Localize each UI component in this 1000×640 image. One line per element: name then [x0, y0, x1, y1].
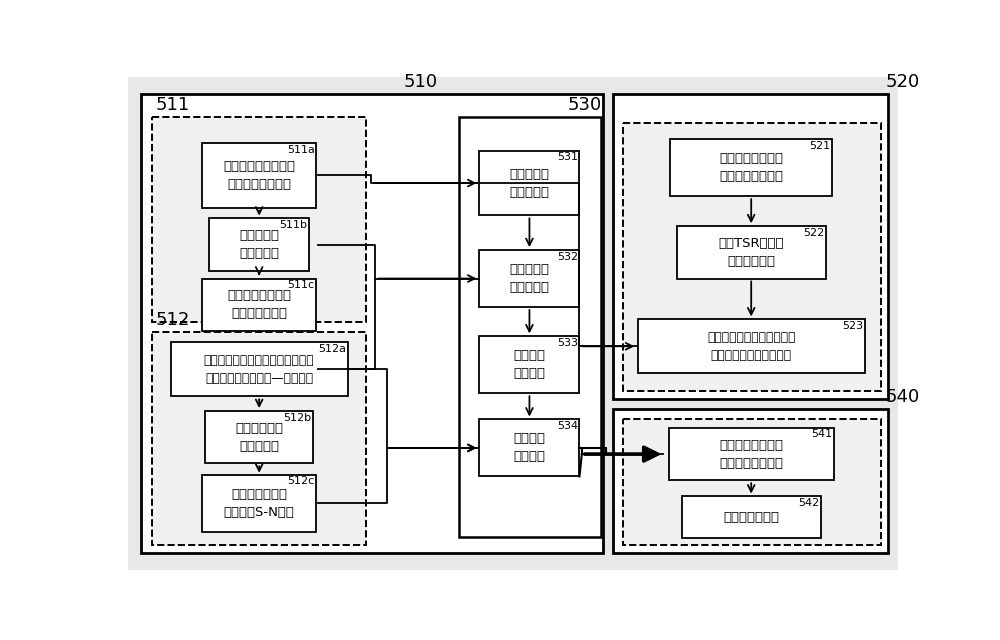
Bar [205, 411, 313, 463]
Bar [479, 336, 579, 393]
Bar [171, 342, 348, 396]
Bar [638, 319, 865, 373]
Bar [682, 497, 820, 538]
Text: 510: 510 [403, 73, 437, 91]
Text: 531: 531 [557, 152, 578, 163]
Bar [202, 278, 316, 331]
Bar [669, 428, 834, 480]
Text: 以图表形式展现: 以图表形式展现 [723, 511, 779, 524]
Text: 雨流法进
行谱分解: 雨流法进 行谱分解 [513, 349, 545, 380]
Text: 522: 522 [803, 228, 824, 237]
Text: 得到危险部
位扭应力谱: 得到危险部 位扭应力谱 [509, 263, 549, 294]
Bar [623, 419, 881, 545]
Bar [152, 117, 366, 322]
Text: 511c: 511c [287, 280, 315, 290]
Text: 512: 512 [155, 312, 190, 330]
Text: 积分并进行去趋势分析及模
态分解得到机头扭角历程: 积分并进行去趋势分析及模 态分解得到机头扭角历程 [707, 331, 795, 362]
Bar [202, 143, 316, 208]
Text: 520: 520 [885, 73, 919, 91]
Text: 534: 534 [557, 421, 578, 431]
Bar [613, 93, 888, 399]
Text: 511a: 511a [287, 145, 315, 154]
Text: 512b: 512b [283, 413, 312, 422]
Bar [152, 332, 366, 545]
Text: 521: 521 [809, 141, 831, 150]
Text: 提取各危险部位最
终疲劳损伤百分数: 提取各危险部位最 终疲劳损伤百分数 [719, 438, 783, 470]
Bar [209, 218, 309, 271]
Bar [670, 139, 832, 196]
Text: 进行疲劳
损伤分析: 进行疲劳 损伤分析 [513, 433, 545, 463]
Text: 对危险部件进行精密建模及非接触
分析得到该部位应力—扭角关系: 对危险部件进行精密建模及非接触 分析得到该部位应力—扭角关系 [204, 354, 314, 385]
Bar [202, 475, 316, 532]
Text: 对研究对象进行全尺
寸建模及模态分析: 对研究对象进行全尺 寸建模及模态分析 [223, 160, 295, 191]
Text: 512a: 512a [318, 344, 346, 354]
Text: 512c: 512c [287, 476, 315, 486]
Text: 532: 532 [557, 252, 578, 262]
Bar [623, 123, 881, 391]
Bar [141, 93, 603, 553]
Bar [479, 150, 579, 216]
Text: 523: 523 [842, 321, 863, 331]
Text: 提取采集器中采集
到的机头扭角数据: 提取采集器中采集 到的机头扭角数据 [719, 152, 783, 183]
Text: 533: 533 [557, 338, 578, 348]
Text: 540: 540 [885, 388, 919, 406]
Text: 提取各阶模
态扭振曲线: 提取各阶模 态扭振曲线 [239, 229, 279, 260]
Bar [479, 419, 579, 476]
Text: 542: 542 [798, 498, 819, 508]
Text: 得到机头扭角与危
险部位扭角关系: 得到机头扭角与危 险部位扭角关系 [227, 289, 291, 320]
Text: 得到该危险部件
修正后的S-N曲线: 得到该危险部件 修正后的S-N曲线 [224, 488, 295, 519]
Bar [613, 410, 888, 553]
Text: 提取该部件应
力集中系数: 提取该部件应 力集中系数 [235, 422, 283, 452]
Text: 530: 530 [568, 96, 602, 114]
Text: 511b: 511b [280, 220, 308, 230]
Text: 541: 541 [811, 429, 832, 440]
Text: 计算TSR录波机
头角速度偏差: 计算TSR录波机 头角速度偏差 [718, 237, 784, 268]
Bar [459, 117, 601, 537]
Text: 计算危险部
位扭角历程: 计算危险部 位扭角历程 [509, 168, 549, 198]
Bar [479, 250, 579, 307]
Bar [677, 226, 826, 278]
Text: 511: 511 [155, 96, 189, 114]
